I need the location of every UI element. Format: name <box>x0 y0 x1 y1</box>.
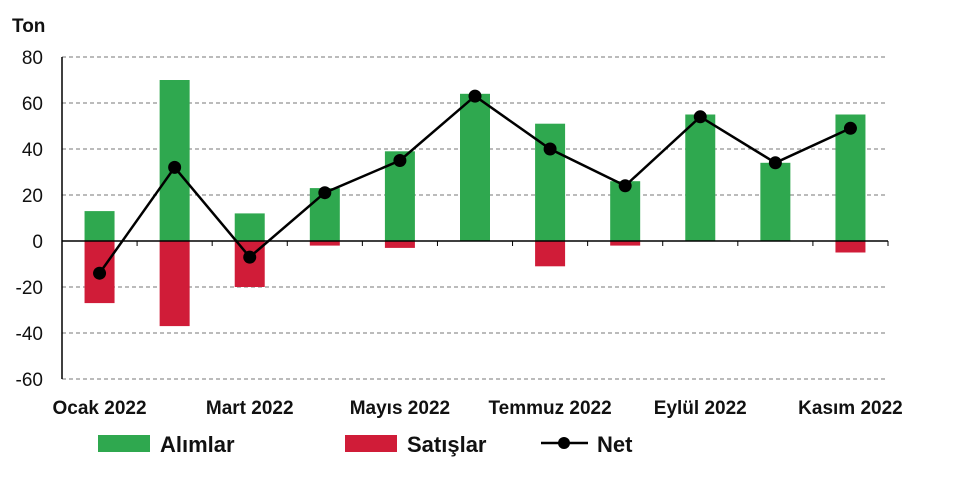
y-axis-unit-label: Ton <box>12 16 45 37</box>
bar-alimlar <box>835 114 866 241</box>
bar-satislar <box>535 241 566 267</box>
bar-satislar <box>159 241 190 327</box>
bar-satislar <box>384 241 415 248</box>
bar-alimlar <box>460 93 490 241</box>
y-tick-label: 80 <box>22 48 43 69</box>
net-line <box>93 89 857 280</box>
bar-satislar <box>835 241 866 253</box>
x-tick-label: Kasım 2022 <box>798 398 903 419</box>
y-tick-label: 20 <box>22 186 43 207</box>
bar-alimlar <box>234 213 265 241</box>
net-marker <box>468 89 482 103</box>
bar-alimlar <box>84 211 115 241</box>
net-marker <box>693 110 707 124</box>
legend-label-satislar: Satışlar <box>407 432 487 457</box>
x-tick-label: Mayıs 2022 <box>350 398 450 419</box>
bar-alimlar <box>760 162 791 241</box>
x-tick-label: Temmuz 2022 <box>488 398 611 419</box>
legend-label-net: Net <box>597 432 633 457</box>
net-marker <box>768 156 782 170</box>
net-marker <box>843 121 857 135</box>
x-tick-labels: Ocak 2022 Mart 2022 Mayıs 2022 Temmuz 2022 E… <box>53 398 903 419</box>
legend-label-alimlar: Alımlar <box>160 432 235 457</box>
net-marker <box>618 179 632 193</box>
y-tick-label: -40 <box>16 324 43 345</box>
x-tick-label: Mart 2022 <box>206 398 294 419</box>
y-tick-label: 0 <box>32 232 43 253</box>
x-tick-label: Eylül 2022 <box>654 398 747 419</box>
alimlar-bars <box>84 80 866 241</box>
legend: Alımlar Satışlar Net <box>98 432 633 457</box>
net-marker <box>243 250 257 264</box>
bar-satislar <box>309 241 340 246</box>
net-marker <box>168 160 182 174</box>
bar-alimlar <box>159 80 190 241</box>
y-tick-label: 60 <box>22 94 43 115</box>
satislar-bars <box>84 241 866 327</box>
bar-satislar <box>610 241 641 246</box>
y-tick-label: 40 <box>22 140 43 161</box>
net-marker <box>318 186 332 200</box>
net-marker <box>93 266 107 280</box>
x-tick-label: Ocak 2022 <box>53 398 147 419</box>
y-tick-labels: 80 60 40 20 0 -20 -40 -60 <box>16 48 43 391</box>
y-tick-label: -20 <box>16 278 43 299</box>
net-marker <box>543 142 557 156</box>
legend-swatch-alimlar <box>98 435 150 452</box>
legend-swatch-satislar <box>345 435 397 452</box>
axes <box>61 57 889 379</box>
bar-alimlar <box>685 114 716 241</box>
net-marker <box>393 154 407 167</box>
y-tick-label: -60 <box>16 370 43 391</box>
legend-marker-net <box>558 437 570 449</box>
